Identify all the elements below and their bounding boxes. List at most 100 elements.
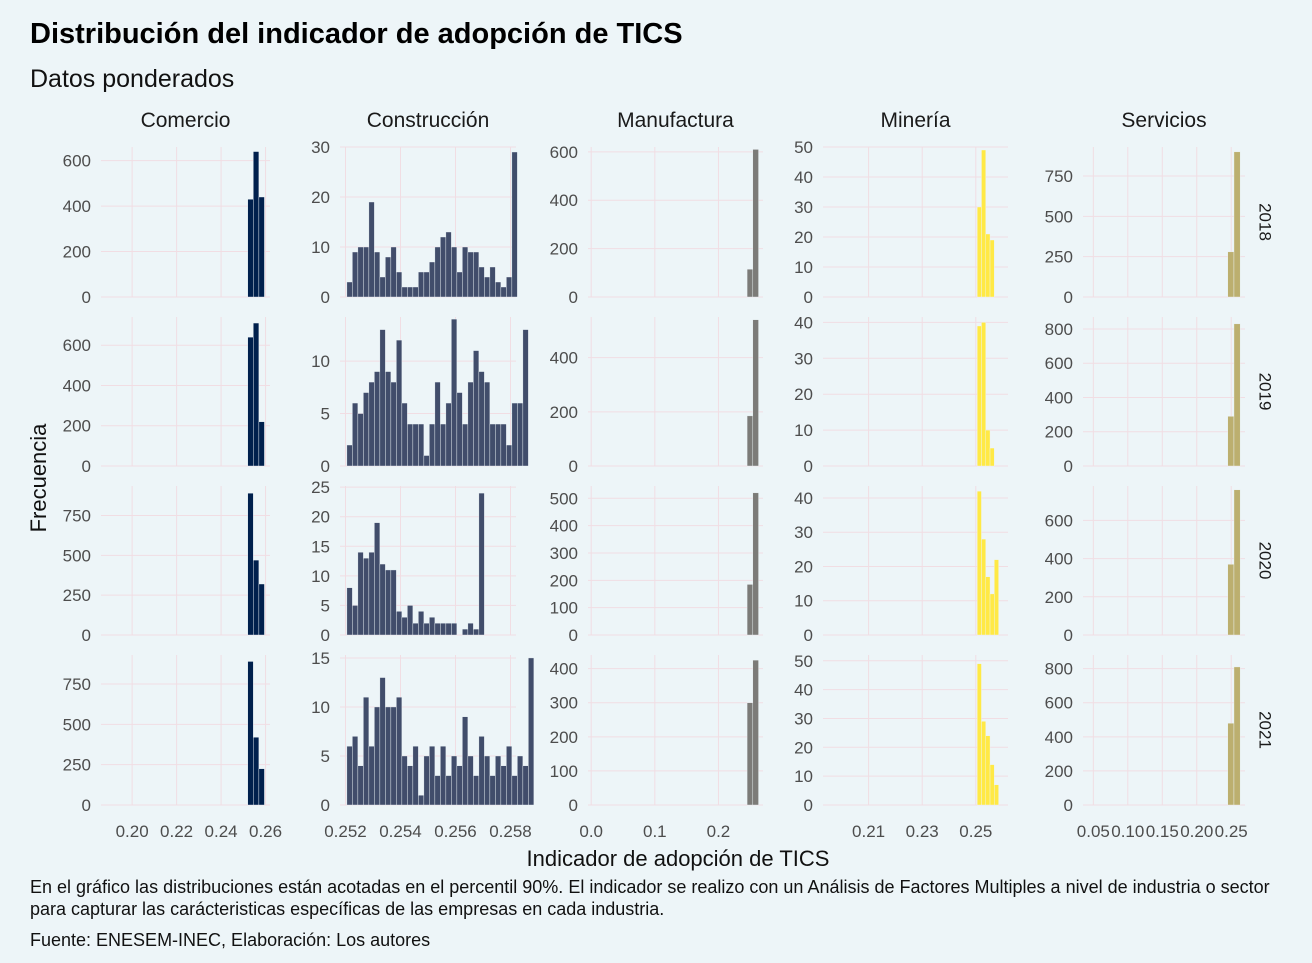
histogram-bar <box>423 455 430 467</box>
histogram-bar <box>385 371 392 467</box>
x-tick-label: 0.0 <box>579 822 603 841</box>
histogram-bar <box>385 569 392 636</box>
y-tick-label: 10 <box>794 767 813 786</box>
histogram-bar <box>412 286 419 298</box>
histogram-bar <box>451 622 458 636</box>
y-tick-label: 50 <box>794 138 813 157</box>
histogram-bar <box>357 765 364 806</box>
histogram-bar <box>368 552 375 636</box>
histogram-bar <box>462 716 469 806</box>
y-tick-label: 20 <box>794 557 813 576</box>
y-tick-label: 300 <box>550 694 578 713</box>
x-tick-label: 0.20 <box>1180 822 1213 841</box>
histogram-bar <box>390 706 397 806</box>
y-tick-label: 100 <box>550 762 578 781</box>
x-tick-label: 0.252 <box>324 822 367 841</box>
histogram-bar <box>484 755 491 806</box>
histogram-bar <box>390 569 397 636</box>
histogram-bar <box>981 538 986 636</box>
y-tick-label: 10 <box>794 592 813 611</box>
histogram-bar <box>434 381 441 467</box>
y-tick-label: 300 <box>550 544 578 563</box>
histogram-bar <box>363 246 370 298</box>
histogram-bar <box>500 423 507 467</box>
y-tick-label: 500 <box>63 546 91 565</box>
chart-subtitle: Datos ponderados <box>30 65 235 93</box>
y-tick-label: 30 <box>311 138 330 157</box>
histogram-bar <box>462 423 469 467</box>
y-tick-label: 0 <box>804 288 813 307</box>
y-axis-title: Frecuencia <box>26 423 51 533</box>
y-tick-label: 400 <box>63 376 91 395</box>
histogram-bar <box>981 322 986 467</box>
histogram-bar <box>352 251 359 298</box>
histogram-bar <box>451 246 458 298</box>
histogram-bar <box>440 745 447 806</box>
y-tick-label: 200 <box>63 243 91 262</box>
histogram-bar <box>352 402 359 467</box>
y-tick-label: 0 <box>569 457 578 476</box>
row-label-2018: 2018 <box>1256 203 1275 241</box>
histogram-bar <box>746 702 754 806</box>
facet-label-3: Minería <box>880 109 950 132</box>
y-tick-label: 5 <box>321 405 330 424</box>
x-tick-label: 0.21 <box>852 822 885 841</box>
histogram-bar <box>511 402 518 467</box>
row-label-2020: 2020 <box>1256 542 1275 580</box>
histogram-bar <box>456 765 463 806</box>
y-tick-label: 750 <box>63 675 91 694</box>
y-tick-label: 10 <box>794 421 813 440</box>
histogram-bar <box>429 745 436 806</box>
histogram-bar <box>976 663 982 806</box>
histogram-bar <box>429 423 436 467</box>
histogram-bar <box>976 206 982 298</box>
y-tick-label: 0 <box>1064 796 1073 815</box>
y-tick-label: 0 <box>321 457 330 476</box>
y-tick-label: 400 <box>63 197 91 216</box>
histogram-bar <box>374 371 381 467</box>
histogram-bar <box>528 657 535 806</box>
histogram-bar <box>976 490 982 636</box>
histogram-bar <box>352 736 359 806</box>
histogram-bar <box>253 151 260 298</box>
histogram-bar <box>981 149 986 298</box>
histogram-bar <box>440 423 447 467</box>
histogram-bar <box>484 381 491 467</box>
histogram-bar <box>440 622 447 636</box>
histogram-bar <box>412 622 419 636</box>
histogram-bar <box>440 236 447 298</box>
histogram-bar <box>423 622 430 636</box>
histogram-bar <box>401 755 408 806</box>
y-tick-label: 800 <box>1045 320 1073 339</box>
histogram-bar <box>258 196 265 298</box>
histogram-bar <box>363 557 370 636</box>
y-tick-label: 800 <box>1045 660 1073 679</box>
y-tick-label: 0 <box>804 457 813 476</box>
y-tick-label: 40 <box>794 168 813 187</box>
histogram-bar <box>1227 722 1235 806</box>
histogram-bar <box>1227 251 1235 298</box>
histogram-bar <box>1227 564 1235 636</box>
y-tick-label: 0 <box>1064 457 1073 476</box>
histogram-bar <box>462 246 469 298</box>
y-tick-label: 10 <box>311 567 330 586</box>
histogram-bar <box>253 322 260 467</box>
histogram-bar <box>752 659 759 806</box>
x-tick-label: 0.25 <box>1215 822 1248 841</box>
histogram-bar <box>357 413 364 467</box>
histogram-bar <box>258 768 265 806</box>
histogram-bar <box>752 149 759 298</box>
histogram-bar <box>379 276 386 298</box>
histogram-bar <box>1233 666 1241 806</box>
y-tick-label: 5 <box>321 747 330 766</box>
y-tick-label: 20 <box>311 188 330 207</box>
y-tick-label: 50 <box>794 652 813 671</box>
histogram-bar <box>746 268 754 298</box>
histogram-bar <box>506 444 513 467</box>
y-tick-label: 40 <box>794 681 813 700</box>
x-tick-label: 0.24 <box>205 822 238 841</box>
histogram-bar <box>467 622 474 636</box>
y-tick-label: 0 <box>82 626 91 645</box>
y-tick-label: 750 <box>63 506 91 525</box>
facet-label-0: Comercio <box>141 109 231 132</box>
